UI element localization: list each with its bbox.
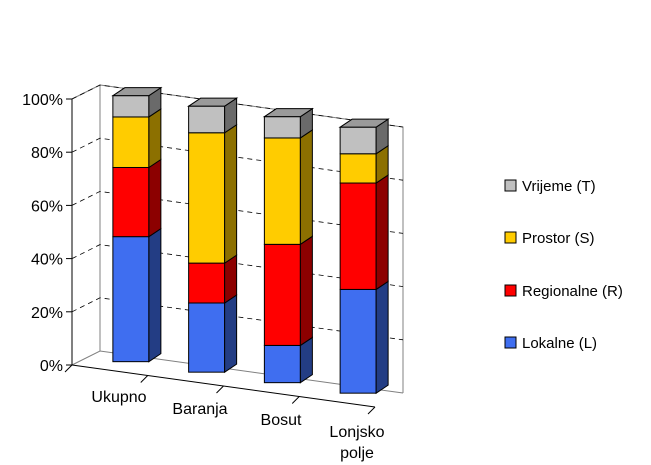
bar-segment	[338, 118, 390, 155]
bar-front	[188, 105, 226, 134]
bar-top	[111, 87, 163, 97]
legend-item: Vrijeme (T)	[504, 178, 596, 195]
side-wall-top	[71, 84, 101, 100]
bar-segment	[262, 107, 315, 139]
bars	[111, 86, 390, 395]
category-label: Bosut	[261, 412, 302, 429]
bar-side	[148, 227, 162, 363]
bar-top	[338, 118, 390, 128]
bar-segment	[263, 129, 313, 246]
legend-label: Vrijeme (T)	[522, 178, 596, 195]
bar-top	[262, 108, 315, 118]
bar-front	[188, 262, 226, 304]
legend-label: Prostor (S)	[522, 230, 595, 247]
bar-side	[224, 294, 238, 374]
x-tick	[140, 375, 149, 383]
x-tick	[291, 396, 300, 404]
bar-front	[263, 344, 301, 384]
legend-swatch	[504, 284, 517, 297]
bar-front	[339, 288, 377, 394]
category-label: Baranja	[172, 401, 227, 418]
legend-swatch	[504, 231, 517, 244]
bar-front	[112, 116, 150, 168]
bar-segment	[112, 227, 162, 363]
bar-side	[375, 174, 389, 291]
bar-segment	[112, 108, 162, 169]
bar-front	[112, 166, 150, 238]
y-tick-label: 100%	[22, 92, 63, 109]
bar-side	[148, 108, 162, 169]
bar-segment	[339, 144, 389, 184]
bar-top	[186, 97, 239, 107]
legend-item: Regionalne (R)	[504, 283, 623, 300]
legend-item: Lokalne (L)	[504, 335, 597, 352]
bar-front	[263, 116, 301, 139]
bar-front	[188, 302, 226, 373]
bar-segment	[263, 235, 313, 347]
bar-segment	[186, 97, 239, 134]
bar-front	[339, 153, 377, 184]
legend: Vrijeme (T) Prostor (S) Regionalne (R) Loka…	[504, 178, 623, 352]
category-label: Ukupno	[91, 389, 146, 406]
bar-segment	[111, 86, 163, 118]
legend-swatch	[504, 179, 517, 192]
bar-side	[224, 123, 238, 265]
bar-side	[375, 280, 389, 395]
x-tick	[367, 406, 376, 415]
legend-label: Regionalne (R)	[522, 283, 623, 300]
x-tick	[216, 385, 224, 394]
y-tick-label: 80%	[31, 145, 63, 162]
legend-swatch	[504, 336, 517, 349]
bar-segment	[339, 174, 389, 291]
bar-segment	[112, 158, 162, 238]
bar-side	[299, 129, 313, 246]
bar-segment	[188, 123, 238, 265]
bar-side	[299, 235, 313, 347]
axes	[64, 98, 376, 415]
x-axis-labels: Ukupno Baranja Bosut Lonjsko polje	[91, 389, 384, 462]
bar-side	[148, 158, 162, 238]
bar-front	[112, 236, 150, 363]
bar-segment	[188, 294, 238, 374]
bar-front	[263, 243, 301, 346]
legend-item: Prostor (S)	[504, 230, 595, 247]
y-tick-label: 0%	[40, 358, 63, 375]
bar-front	[339, 126, 377, 155]
y-axis-labels: 0% 20% 40% 60% 80% 100%	[22, 92, 63, 375]
y-tick-label: 60%	[31, 198, 63, 215]
bar-segment	[339, 280, 389, 395]
bar-front	[188, 132, 226, 264]
y-tick-label: 40%	[31, 252, 63, 269]
bar-front	[339, 182, 377, 290]
bar-front	[112, 95, 150, 118]
category-label: Lonjsko polje	[329, 424, 384, 462]
legend-label: Lokalne (L)	[522, 335, 597, 352]
x-tick	[64, 364, 73, 373]
y-tick-label: 20%	[31, 305, 63, 322]
bar-front	[263, 137, 301, 245]
